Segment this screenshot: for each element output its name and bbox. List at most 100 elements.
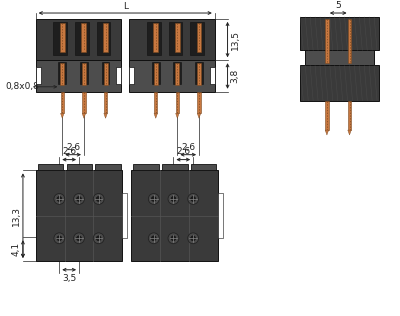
Bar [75,22,89,55]
Bar [162,163,188,170]
Polygon shape [60,113,64,118]
Circle shape [188,193,198,204]
Bar [153,23,158,52]
Circle shape [171,197,176,201]
Bar [154,92,158,113]
Text: 13,5: 13,5 [230,30,240,50]
Bar [305,50,374,65]
Bar [325,100,329,130]
Bar [191,163,216,170]
Bar [80,62,88,84]
Circle shape [76,197,82,201]
Circle shape [191,236,196,241]
Bar [154,63,158,85]
Circle shape [74,193,84,204]
Circle shape [76,236,82,241]
Bar [210,67,215,84]
Bar [197,63,201,83]
Text: 3,8: 3,8 [230,69,240,83]
Bar [300,65,379,100]
Bar [197,63,201,85]
Circle shape [54,193,65,204]
Bar [82,92,86,113]
Bar [122,193,127,238]
Bar [104,92,107,113]
Bar [348,19,351,63]
Circle shape [151,197,156,201]
Text: 2,6: 2,6 [62,147,76,156]
Bar [97,22,110,55]
Bar [197,92,201,113]
Bar [95,163,121,170]
Polygon shape [325,130,329,135]
Circle shape [151,236,156,241]
Bar [82,23,86,52]
Text: 0,8x0,8: 0,8x0,8 [5,82,39,91]
Bar [54,22,67,55]
Bar [116,67,121,84]
Bar [168,22,182,55]
Bar [152,62,160,84]
Bar [36,60,121,92]
Circle shape [54,233,65,244]
Bar [190,22,204,55]
Circle shape [96,236,101,241]
Bar [131,170,218,261]
Circle shape [168,193,179,204]
Polygon shape [82,113,86,118]
Bar [154,63,158,83]
Bar [103,23,108,52]
Bar [176,63,179,85]
Circle shape [191,197,196,201]
Bar [60,63,64,83]
Circle shape [93,233,104,244]
Text: 13,3: 13,3 [12,206,21,226]
Bar [60,23,65,52]
Polygon shape [176,113,179,118]
Bar [325,19,329,63]
Circle shape [171,236,176,241]
Bar [66,163,92,170]
Bar [129,19,215,60]
Bar [82,63,86,83]
Bar [348,100,351,130]
Circle shape [74,233,84,244]
Bar [38,163,63,170]
Bar [104,63,108,83]
Bar [176,63,179,83]
Bar [133,163,159,170]
Bar [82,63,86,85]
Bar [147,22,161,55]
Text: 2,6: 2,6 [66,143,80,152]
Text: 3,5: 3,5 [62,274,76,283]
Bar [176,92,179,113]
Polygon shape [197,113,201,118]
Polygon shape [104,113,107,118]
Text: 5: 5 [335,1,341,10]
Bar [195,62,203,84]
Text: L: L [123,2,128,11]
Polygon shape [348,130,351,135]
Circle shape [168,233,179,244]
Bar [175,23,180,52]
Text: 2,6: 2,6 [176,147,190,156]
Circle shape [96,197,101,201]
Bar [218,193,223,238]
Bar [129,60,215,92]
Circle shape [188,233,198,244]
Circle shape [148,193,159,204]
Bar [174,62,181,84]
Bar [58,62,66,84]
Circle shape [57,197,62,201]
Polygon shape [154,113,158,118]
Text: 2,6: 2,6 [181,143,195,152]
Bar [129,67,134,84]
Bar [36,67,41,84]
Bar [196,23,202,52]
Text: 4,1: 4,1 [12,242,21,256]
Circle shape [148,233,159,244]
Bar [36,19,121,60]
Bar [36,170,122,261]
Bar [102,62,110,84]
Circle shape [57,236,62,241]
